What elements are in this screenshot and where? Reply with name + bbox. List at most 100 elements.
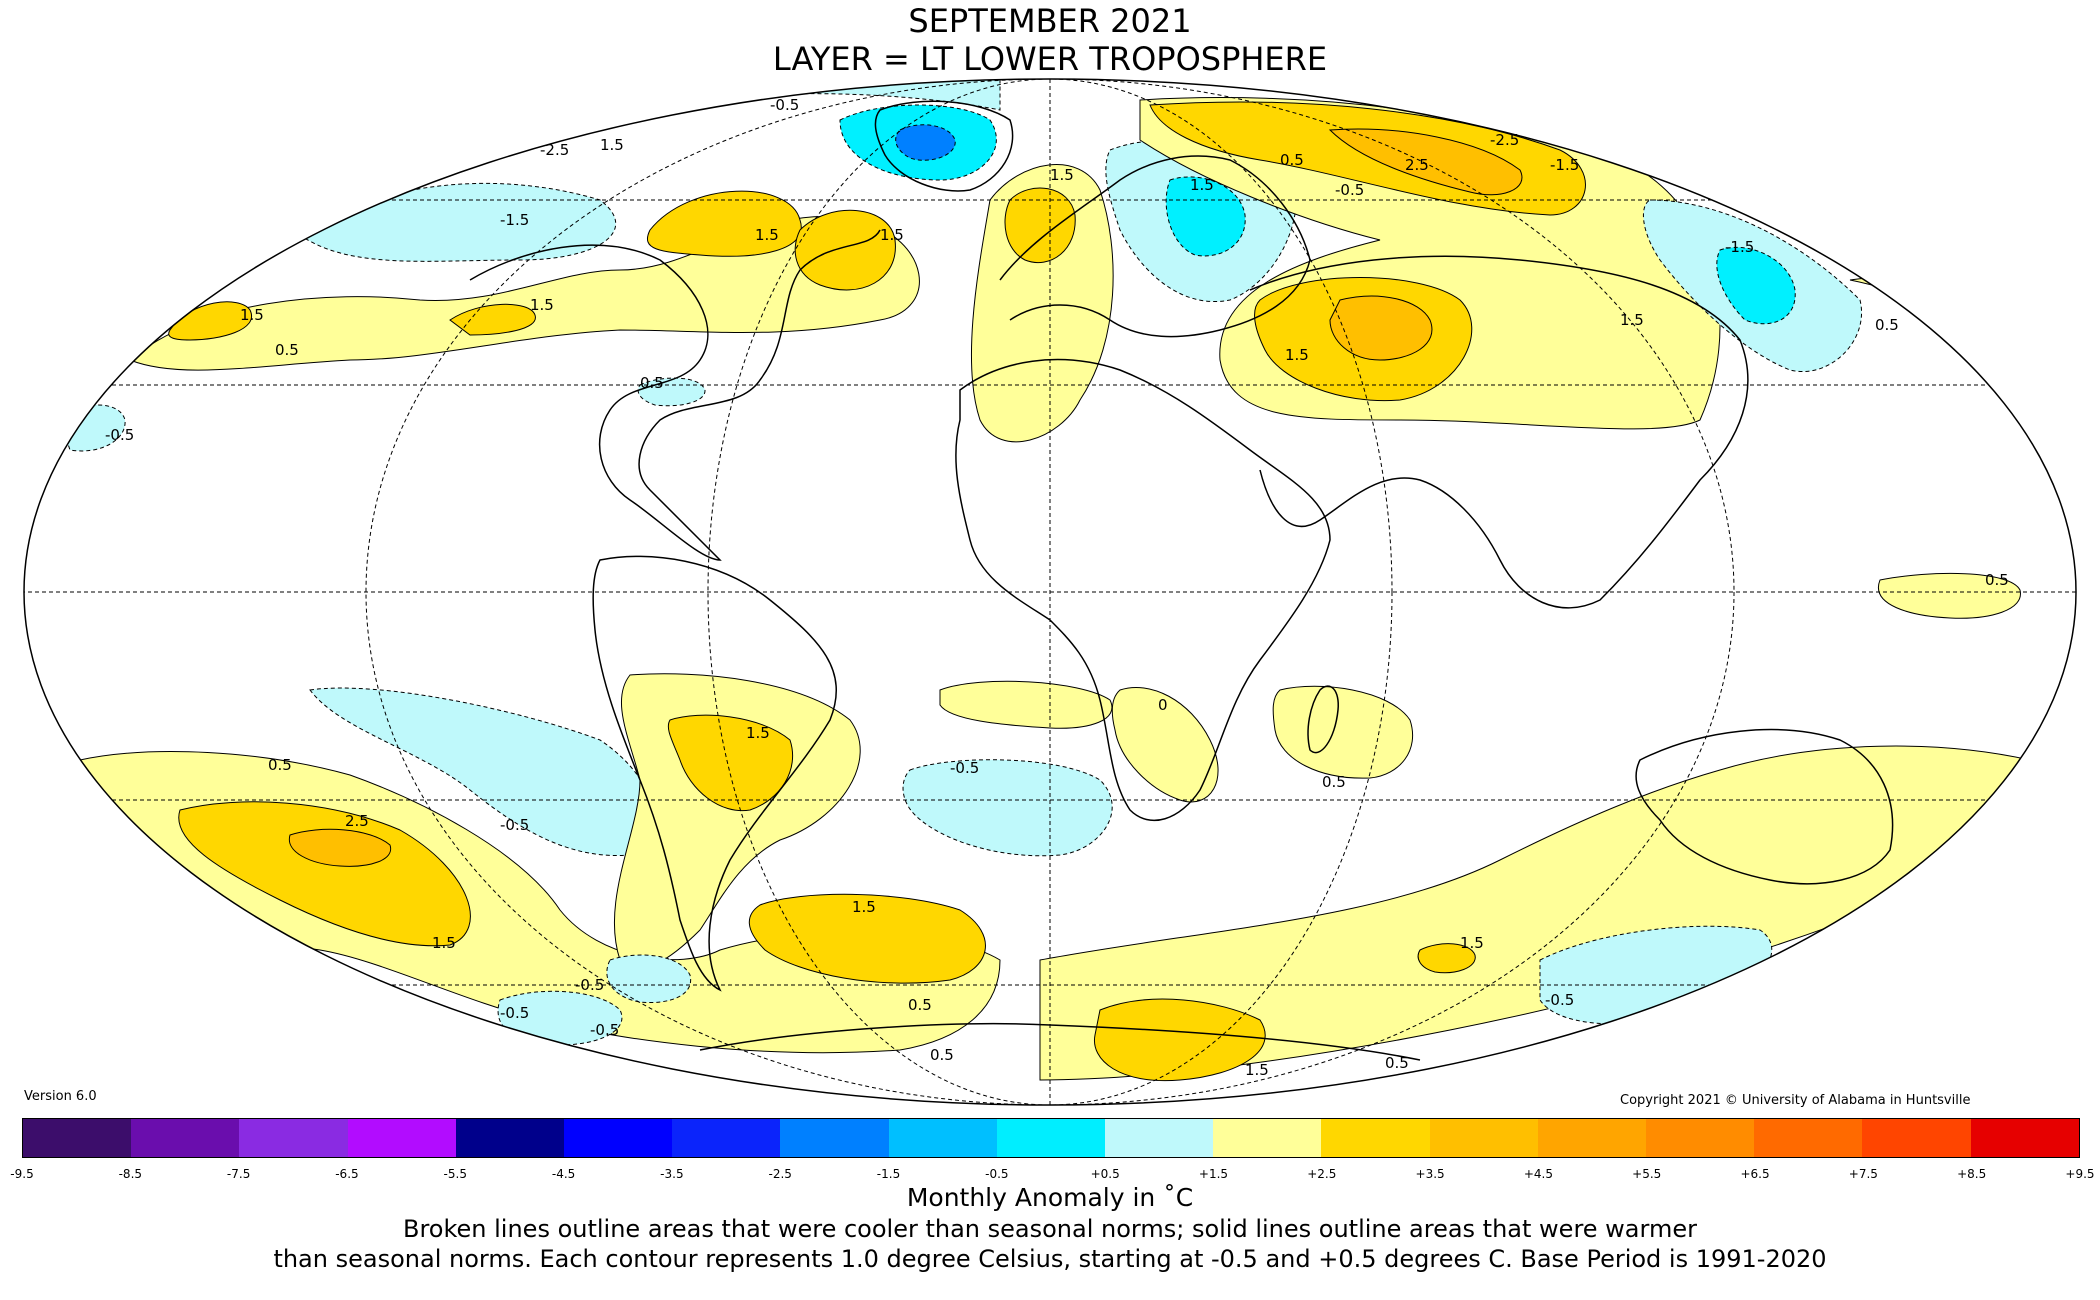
contour-label: -0.5 <box>500 1004 529 1022</box>
colorbar-tick-label: +3.5 <box>1415 1167 1445 1181</box>
colorbar-tick-label: -5.5 <box>443 1167 467 1181</box>
colorbar-segment <box>1754 1119 1863 1157</box>
contour-label: 1.5 <box>755 226 779 244</box>
colorbar-tick-label: +0.5 <box>1090 1167 1120 1181</box>
contour-label: 1.5 <box>240 306 264 324</box>
colorbar-tick-label: -6.5 <box>335 1167 359 1181</box>
southern-ocean-cool-west <box>497 990 623 1046</box>
siberia-warm-north-core <box>1328 128 1523 196</box>
south-atlantic-warm-core <box>748 893 986 984</box>
contour-label: -0.5 <box>105 426 134 444</box>
contour-label: 1.5 <box>1190 176 1214 194</box>
contour-label: 1.5 <box>530 296 554 314</box>
contour-label: 1.5 <box>852 898 876 916</box>
map-title: SEPTEMBER 2021 <box>908 2 1192 40</box>
contour-label: 1.5 <box>600 136 624 154</box>
contour-label: 0.5 <box>275 341 299 359</box>
contour-label: -0.5 <box>950 759 979 777</box>
contour-label: 0 <box>1158 696 1168 714</box>
contour-label: 1.5 <box>1245 1061 1269 1079</box>
colorbar-segment <box>455 1119 565 1157</box>
colorbar <box>22 1118 2080 1158</box>
contour-label: -2.5 <box>1490 131 1519 149</box>
colorbar-segment <box>239 1119 348 1157</box>
atlantic-warm-blob <box>449 303 536 336</box>
colorbar-segment <box>888 1119 997 1157</box>
europe-outline <box>999 155 1311 338</box>
southern-africa-warm <box>1111 686 1219 803</box>
greenland-outline <box>874 100 1014 192</box>
contour-label: 1.5 <box>1285 346 1309 364</box>
globe-outline <box>23 78 2077 1106</box>
pacific-warm-blob <box>168 301 253 341</box>
colorbar-segment <box>672 1119 781 1157</box>
greenland-cool-core <box>895 124 956 161</box>
colorbar-segment <box>1862 1119 1971 1157</box>
contour-label: -0.5 <box>590 1021 619 1039</box>
contour-label: 0.5 <box>908 996 932 1014</box>
colorbar-tick-label: +8.5 <box>1957 1167 1987 1181</box>
madagascar-outline <box>1307 685 1339 754</box>
colorbar-tick-label: +4.5 <box>1523 1167 1553 1181</box>
contour-labels: -0.5 -2.5 1.5 -1.5 1.5 1.5 1.5 1.5 0.5 0… <box>105 96 2009 1079</box>
southern-ocean-cool-mid <box>606 954 692 1004</box>
scandinavia-cool-core <box>1165 176 1246 257</box>
colorbar-segment <box>1321 1119 1430 1157</box>
contour-label: 2.5 <box>1405 156 1429 174</box>
colorbar-tick-label: -1.5 <box>876 1167 901 1181</box>
contour-label: 0.5 <box>1875 316 1899 334</box>
colorbar-segment <box>1970 1119 2079 1157</box>
contour-label: 1.5 <box>1460 934 1484 952</box>
colorbar-unit-label: Monthly Anomaly in ˚C <box>906 1183 1194 1212</box>
asia-outline <box>1249 255 1749 609</box>
colorbar-segment <box>564 1119 673 1157</box>
contour-label: 0.5 <box>268 756 292 774</box>
contour-label: -0.5 <box>500 816 529 834</box>
southern-ocean-warm-core <box>1093 998 1266 1082</box>
colorbar-tick-label: -4.5 <box>551 1167 576 1181</box>
copyright-label: Copyright 2021 © University of Alabama i… <box>1620 1093 1971 1108</box>
colorbar-segment <box>780 1119 889 1157</box>
canada-warm-blob <box>647 190 802 257</box>
colorbar-tick-label: -7.5 <box>226 1167 251 1181</box>
contour-label: 0.5 <box>640 374 664 392</box>
canada-warm-blob-east <box>794 209 896 291</box>
colorbar-segment <box>131 1119 240 1157</box>
colorbar-segment <box>1429 1119 1538 1157</box>
colorbar-segment <box>1537 1119 1647 1157</box>
contour-label: -1.5 <box>1550 156 1579 174</box>
colorbar-tick-label: +7.5 <box>1848 1167 1878 1181</box>
contour-label: 0.5 <box>1280 151 1304 169</box>
contour-label: 1.5 <box>746 724 770 742</box>
europe-warm-core <box>1004 187 1076 264</box>
contour-label: 0.5 <box>1385 1054 1409 1072</box>
africa-outline <box>955 358 1331 821</box>
contour-label: -0.5 <box>575 976 604 994</box>
colorbar-tick-label: -0.5 <box>985 1167 1009 1181</box>
version-label: Version 6.0 <box>24 1089 97 1104</box>
south-pacific-warm-peak <box>288 828 392 867</box>
colorbar-segment <box>1213 1119 1322 1157</box>
colorbar-segment <box>23 1119 132 1157</box>
south-america-warm-core <box>667 714 794 812</box>
colorbar-segment <box>1646 1119 1755 1157</box>
east-asia-cool-core <box>1716 246 1796 325</box>
colorbar-segment <box>347 1119 456 1157</box>
contour-label: 0.5 <box>1322 773 1346 791</box>
central-asia-warm-core <box>1329 295 1433 361</box>
contour-label: 0.5 <box>930 1046 954 1064</box>
madagascar-warm <box>1272 685 1414 779</box>
south-america-outline <box>592 555 837 992</box>
colorbar-tick-label: +2.5 <box>1307 1167 1337 1181</box>
colorbar-tick-label: +9.5 <box>2065 1167 2095 1181</box>
colorbar-segment <box>996 1119 1106 1157</box>
contour-label: -0.5 <box>770 96 799 114</box>
contour-label: 1.5 <box>1050 166 1074 184</box>
contour-label: 1.5 <box>432 934 456 952</box>
indian-ocean-warm-core <box>1417 943 1476 974</box>
world-anomaly-map: -0.5 -2.5 1.5 -1.5 1.5 1.5 1.5 1.5 0.5 0… <box>23 78 2077 1106</box>
colorbar-segment <box>1105 1119 1214 1157</box>
antarctica-outline <box>699 1022 1421 1061</box>
contour-label: -1.5 <box>1725 238 1754 256</box>
colorbar-tick-label: -2.5 <box>768 1167 792 1181</box>
